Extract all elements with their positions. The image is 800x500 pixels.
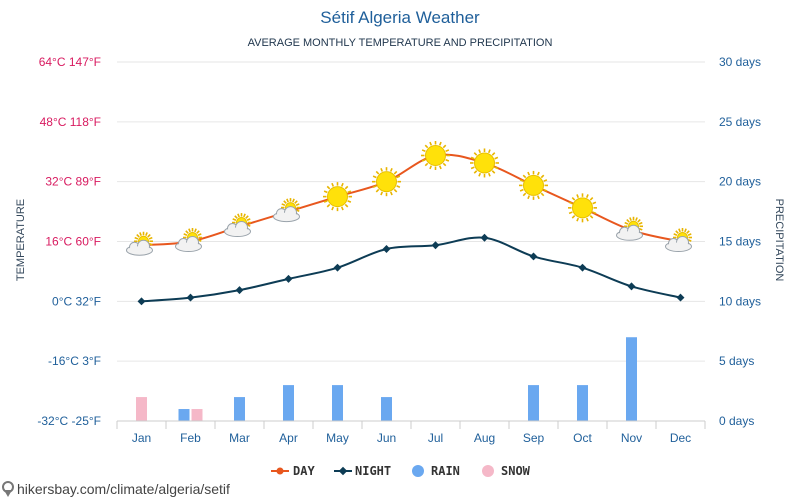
night-point bbox=[137, 297, 146, 306]
right-tick-label: 15 days bbox=[719, 235, 761, 249]
month-label: Jul bbox=[428, 431, 443, 445]
right-tick-label: 25 days bbox=[719, 115, 761, 129]
night-point bbox=[382, 245, 391, 253]
night-point bbox=[186, 293, 195, 302]
left-tick-label: 32°C 89°F bbox=[45, 175, 101, 189]
partly-cloudy-icon bbox=[126, 231, 153, 256]
night-point bbox=[676, 293, 685, 302]
month-label: Jun bbox=[377, 431, 396, 445]
left-tick-label: -16°C 3°F bbox=[48, 354, 101, 368]
sun-icon bbox=[323, 182, 352, 212]
legend-night-marker bbox=[338, 466, 348, 476]
legend-day-label: DAY bbox=[293, 464, 315, 478]
rain-bar bbox=[381, 397, 392, 421]
right-tick-label: 0 days bbox=[719, 414, 754, 428]
partly-cloudy-icon bbox=[665, 228, 692, 252]
left-tick-label: 0°C 32°F bbox=[52, 294, 101, 308]
legend-rain-marker bbox=[412, 465, 424, 477]
month-label: Sep bbox=[523, 431, 545, 445]
snow-bar bbox=[191, 409, 203, 421]
rain-bar bbox=[283, 385, 294, 421]
month-label: Dec bbox=[670, 431, 691, 445]
source-text: hikersbay.com/climate/algeria/setif bbox=[17, 481, 230, 497]
sun-icon bbox=[519, 170, 548, 200]
night-point bbox=[578, 263, 587, 272]
legend-night[interactable]: NIGHT bbox=[334, 464, 391, 478]
sun-icon bbox=[372, 167, 401, 197]
legend-snow[interactable]: SNOW bbox=[482, 464, 531, 478]
legend-rain[interactable]: RAIN bbox=[412, 464, 460, 478]
night-point bbox=[284, 274, 293, 283]
right-tick-label: 20 days bbox=[719, 175, 761, 189]
month-label: Mar bbox=[229, 431, 250, 445]
night-point bbox=[480, 233, 489, 242]
snow-bar bbox=[136, 397, 147, 421]
chart-subtitle: AVERAGE MONTHLY TEMPERATURE AND PRECIPIT… bbox=[248, 37, 553, 49]
night-point bbox=[431, 241, 440, 250]
precip-bars bbox=[136, 337, 637, 421]
right-tick-label: 5 days bbox=[719, 354, 754, 368]
legend-snow-marker bbox=[482, 465, 494, 477]
left-tick-label: 48°C 118°F bbox=[40, 115, 101, 129]
month-label: Oct bbox=[573, 431, 592, 445]
month-label: May bbox=[326, 431, 349, 445]
night-line bbox=[141, 236, 681, 303]
rain-bar bbox=[234, 397, 245, 421]
grid-lines bbox=[117, 61, 705, 422]
right-axis-title: PRECIPITATION bbox=[773, 199, 785, 282]
legend-day[interactable]: DAY bbox=[271, 464, 315, 478]
night-point bbox=[333, 263, 342, 272]
month-label: Feb bbox=[180, 431, 201, 445]
night-point bbox=[627, 282, 636, 291]
right-axis: 30 days 25 days 20 days 15 days 10 days 5 day… bbox=[719, 55, 761, 428]
partly-cloudy-icon bbox=[175, 228, 202, 252]
left-tick-label: 64°C 147°F bbox=[39, 55, 101, 69]
right-tick-label: 30 days bbox=[719, 55, 761, 69]
x-axis: Jan Feb Mar Apr May Jun Jul Aug Sep Oct Nov Dec bbox=[116, 420, 706, 445]
legend-day-marker bbox=[276, 467, 284, 475]
sun-icon bbox=[568, 193, 597, 223]
legend: DAY NIGHT RAIN SNOW bbox=[271, 464, 531, 478]
night-point bbox=[235, 286, 244, 295]
legend-rain-label: RAIN bbox=[431, 464, 460, 478]
partly-cloudy-icon bbox=[273, 198, 300, 223]
month-label: Apr bbox=[279, 431, 298, 445]
rain-bar bbox=[332, 385, 343, 421]
chart-title: Sétif Algeria Weather bbox=[320, 8, 480, 27]
rain-bar bbox=[626, 337, 637, 421]
left-tick-label: -32°C -25°F bbox=[37, 414, 101, 428]
partly-cloudy-icon bbox=[616, 216, 643, 241]
month-label: Jan bbox=[132, 431, 151, 445]
sun-icon bbox=[470, 148, 499, 178]
partly-cloudy-icon bbox=[224, 213, 251, 238]
weather-icons bbox=[126, 140, 692, 256]
night-point bbox=[529, 252, 538, 261]
map-pin-icon bbox=[2, 481, 14, 497]
left-tick-label: 16°C 60°F bbox=[45, 235, 101, 249]
legend-snow-label: SNOW bbox=[501, 464, 531, 478]
rain-bar bbox=[528, 385, 539, 421]
month-label: Nov bbox=[621, 431, 642, 445]
sun-icon bbox=[421, 140, 450, 170]
temp-lines bbox=[137, 153, 685, 306]
legend-night-label: NIGHT bbox=[355, 464, 391, 478]
day-line bbox=[141, 153, 681, 247]
rain-bar bbox=[577, 385, 588, 421]
month-label: Aug bbox=[474, 431, 495, 445]
left-axis-title: TEMPERATURE bbox=[15, 199, 27, 281]
right-tick-label: 10 days bbox=[719, 294, 761, 308]
left-axis: 64°C 147°F 48°C 118°F 32°C 89°F 16°C 60°F 0°… bbox=[37, 55, 101, 428]
rain-bar bbox=[178, 409, 190, 421]
source-link[interactable]: hikersbay.com/climate/algeria/setif bbox=[2, 481, 230, 497]
